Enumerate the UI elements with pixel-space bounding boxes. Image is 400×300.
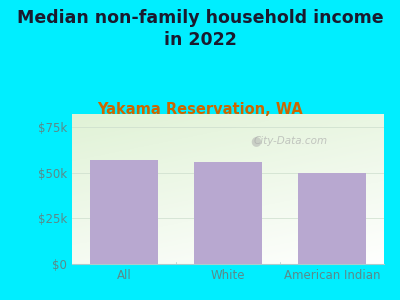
- Bar: [298, 173, 366, 264]
- Text: Yakama Reservation, WA: Yakama Reservation, WA: [97, 102, 303, 117]
- Text: City-Data.com: City-Data.com: [253, 136, 328, 146]
- Text: ●: ●: [251, 134, 262, 148]
- Bar: [90, 160, 158, 264]
- Bar: [194, 162, 262, 264]
- Text: Median non-family household income
in 2022: Median non-family household income in 20…: [17, 9, 383, 49]
